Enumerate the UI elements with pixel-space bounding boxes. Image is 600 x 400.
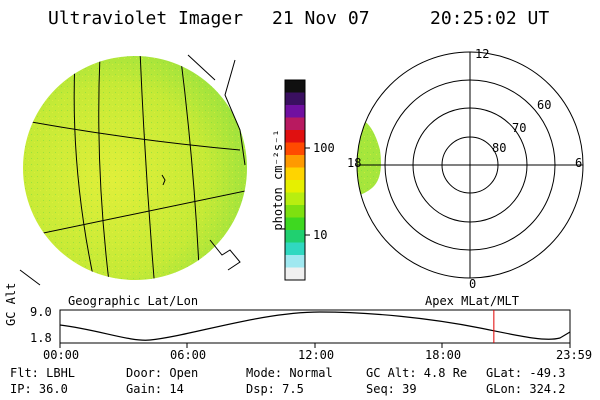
xtick-4: 23:59 (556, 348, 593, 362)
xtick-3: 18:00 (425, 348, 462, 362)
xtick-0: 00:00 (43, 348, 80, 362)
colorbar-segment (285, 267, 305, 281)
info-seq: Seq: 39 (366, 382, 417, 396)
lat-label-60: 60 (537, 98, 552, 112)
right-panel-label: Apex MLat/MLT (425, 294, 519, 308)
xtick-2: 12:00 (298, 348, 335, 362)
colorbar-segment (285, 255, 305, 268)
colorbar-segment (285, 192, 305, 206)
time-label: 20:25:02 UT (430, 8, 550, 29)
info-flt: Flt: LBHL (10, 366, 76, 380)
info-glat: GLat: -49.3 (486, 366, 566, 380)
colorbar-segment (285, 167, 305, 181)
colorbar-segment (285, 205, 305, 218)
colorbar-unit-label: photon cm⁻²s⁻¹ (271, 129, 285, 231)
info-glon: GLon: 324.2 (486, 382, 566, 396)
colorbar-segment (285, 142, 305, 156)
colorbar-segment (285, 117, 305, 131)
mlt-label-18: 18 (347, 156, 362, 170)
lat-lon-grid (23, 56, 247, 280)
instrument-title: Ultraviolet Imager (48, 8, 244, 29)
colorbar-segment (285, 180, 305, 193)
info-dsp: Dsp: 7.5 (246, 382, 304, 396)
colorbar-segment (285, 230, 305, 243)
altitude-ytick-top: 9.0 (30, 305, 52, 319)
left-panel-label: Geographic Lat/Lon (68, 294, 199, 308)
colorbar-segment (285, 80, 305, 93)
altitude-plot (59, 309, 571, 348)
altitude-ylabel: GC Alt (4, 282, 18, 326)
colorbar-tick-100: 100 (313, 141, 335, 155)
info-gcalt: GC Alt: 4.8 Re (366, 366, 468, 380)
colorbar-segment (285, 92, 305, 106)
info-gain: Gain: 14 (126, 382, 184, 396)
info-mode: Mode: Normal (246, 366, 333, 380)
colorbar-segment (285, 217, 305, 231)
colorbar (285, 80, 305, 281)
colorbar-tick-10: 10 (313, 228, 328, 242)
mlt-label-12: 12 (475, 47, 490, 61)
coastline (19, 54, 246, 286)
lat-label-80: 80 (492, 141, 507, 155)
info-ip: IP: 36.0 (10, 382, 68, 396)
colorbar-segment (285, 242, 305, 256)
polar-plot (356, 51, 584, 279)
mlt-label-6: 6 (575, 156, 583, 170)
colorbar-segment (285, 130, 305, 143)
mlt-label-0: 0 (469, 277, 477, 291)
altitude-curve (59, 311, 571, 341)
xtick-1: 06:00 (170, 348, 207, 362)
colorbar-segment (285, 155, 305, 168)
colorbar-segment (285, 105, 305, 118)
earth-image (19, 54, 247, 286)
info-door: Door: Open (126, 366, 199, 380)
lat-label-70: 70 (512, 121, 527, 135)
altitude-ytick-bottom: 1.8 (30, 331, 52, 345)
date-label: 21 Nov 07 (272, 8, 370, 29)
